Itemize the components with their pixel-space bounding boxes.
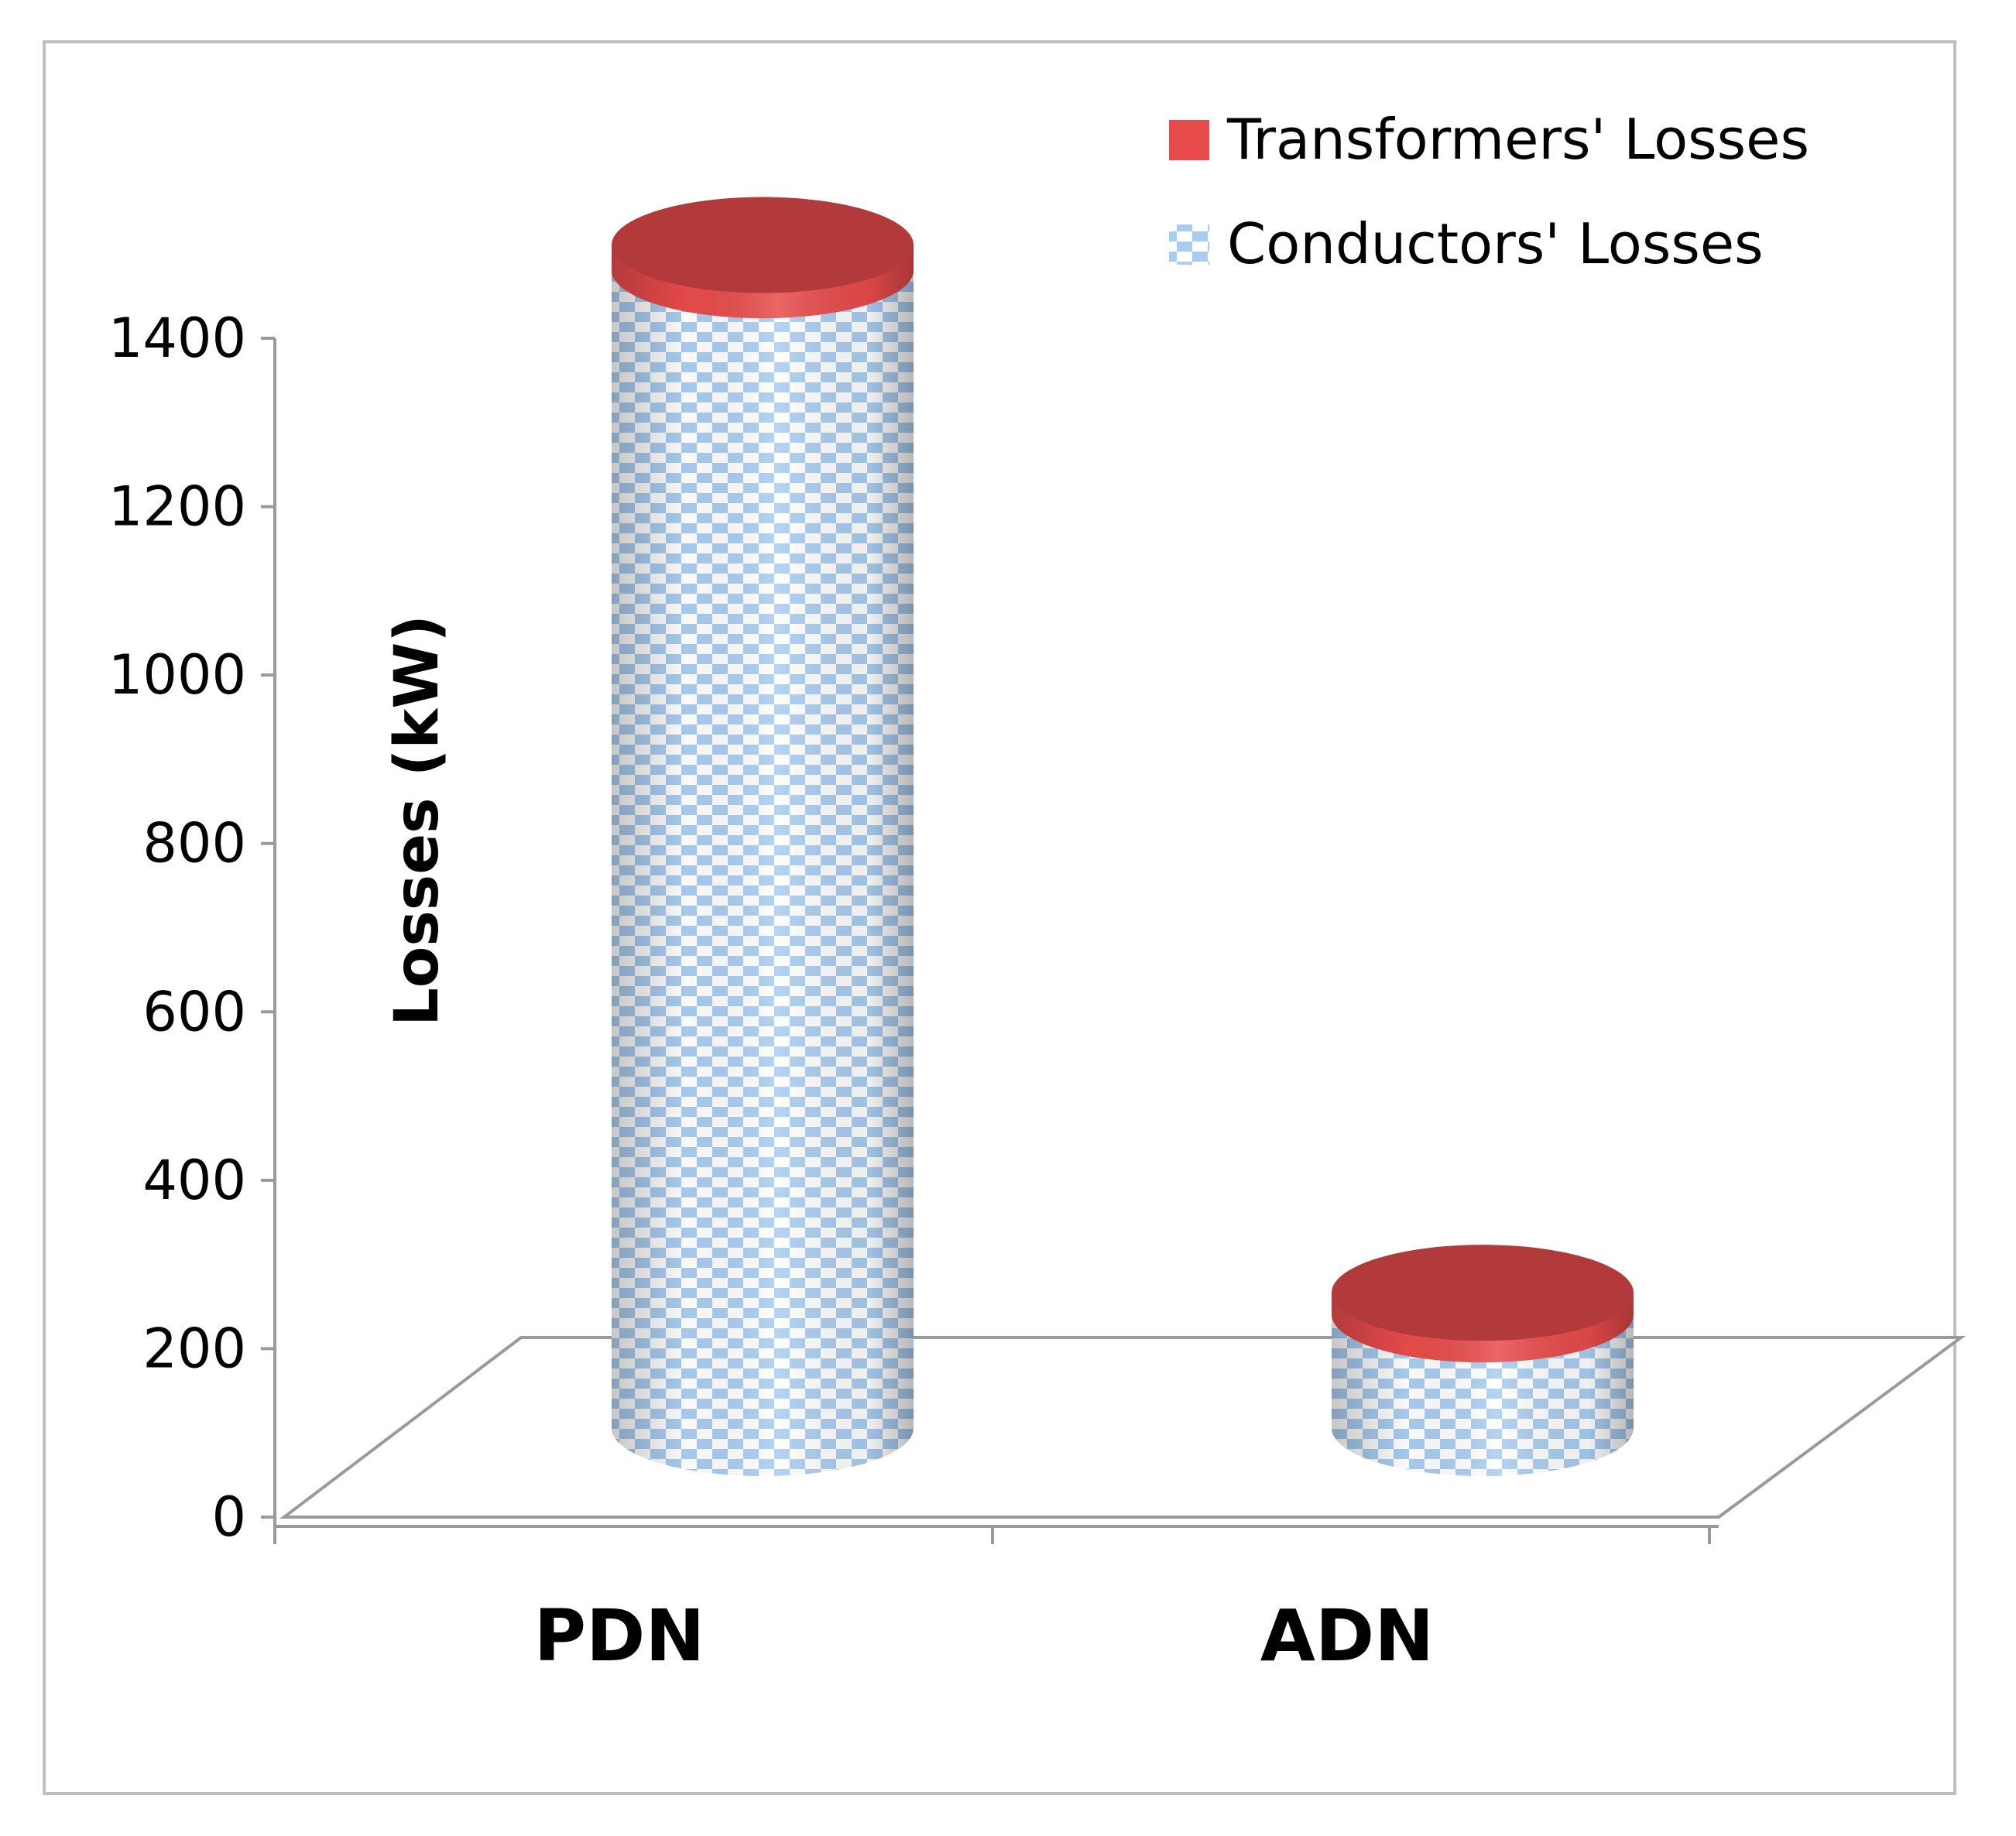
y-tick-label: 800 [142,812,246,875]
bars [612,197,1634,1477]
legend-swatch-conductors [1169,224,1209,265]
y-tick-label: 600 [142,980,246,1043]
y-tick-label: 1400 [108,307,246,370]
y-tick-labels: 0 200 400 600 800 1000 1200 1400 [108,307,246,1549]
bar-top-cap-adn [1332,1245,1634,1341]
y-tick-label: 200 [142,1317,246,1380]
x-category-label-pdn: PDN [534,1595,705,1677]
bar-group-pdn [612,197,914,1477]
y-tick-label: 0 [211,1485,246,1549]
legend-label-transformers: Transformers' Losses [1226,107,1809,172]
x-category-labels: PDN ADN [534,1595,1435,1677]
bar-group-adn [1332,1245,1634,1476]
bar-top-cap-pdn [612,197,914,293]
y-tick-label: 1200 [108,475,246,539]
y-tick-label: 1000 [108,643,246,707]
x-category-label-adn: ADN [1260,1595,1435,1677]
floor-plane [279,1336,1966,1519]
legend: Transformers' Losses Conductors' Losses [1169,107,1809,276]
legend-label-conductors: Conductors' Losses [1227,211,1764,276]
y-axis [261,337,276,1526]
y-tick-label: 400 [142,1149,246,1212]
legend-swatch-transformers [1169,120,1209,160]
y-axis-label: Losses (kW) [382,615,452,1026]
chart-floor [273,1336,1966,1544]
bar-conductors-shade [612,270,914,1477]
